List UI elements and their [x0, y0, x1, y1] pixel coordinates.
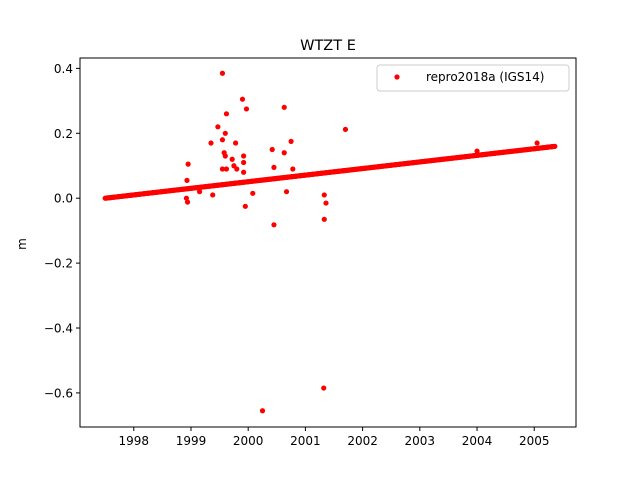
data-point	[219, 166, 226, 172]
y-tick-label: 0.2	[54, 127, 73, 141]
data-point	[243, 106, 250, 112]
data-point	[223, 166, 230, 172]
plot-frame	[79, 57, 577, 428]
data-points	[102, 70, 558, 414]
legend-marker-icon	[394, 74, 400, 80]
data-point	[219, 70, 226, 76]
data-point	[321, 192, 327, 198]
data-point	[241, 169, 247, 175]
data-point	[474, 148, 480, 154]
data-point	[283, 189, 290, 195]
x-tick-label: 2003	[405, 434, 436, 448]
data-point	[239, 96, 246, 102]
data-point	[250, 190, 256, 196]
y-tick-label: 0.0	[54, 192, 73, 206]
legend-label: repro2018a (IGS14)	[426, 70, 544, 84]
data-point	[534, 140, 540, 146]
y-tick-label: −0.4	[44, 322, 73, 336]
data-point	[323, 200, 329, 206]
x-tick-label: 2004	[462, 434, 493, 448]
x-tick-label: 2001	[290, 434, 321, 448]
data-point	[219, 137, 226, 143]
y-axis-label: m	[15, 238, 29, 250]
data-point	[321, 216, 327, 222]
data-point	[290, 166, 296, 172]
data-point	[229, 156, 235, 162]
data-point	[215, 124, 221, 130]
data-point	[271, 222, 277, 228]
data-point	[222, 153, 228, 159]
data-point	[241, 153, 247, 159]
data-point	[288, 138, 294, 145]
y-tick-label: −0.6	[44, 386, 73, 400]
data-point	[552, 143, 558, 149]
legend-box	[376, 64, 570, 92]
data-point	[269, 146, 275, 153]
y-axis-ticks: −0.6 −0.4 −0.2 0.0 0.2 0.4	[44, 62, 80, 400]
data-point	[234, 166, 240, 172]
y-tick-label: 0.4	[54, 62, 73, 76]
data-point	[233, 140, 239, 146]
data-point	[281, 150, 287, 156]
data-point	[259, 408, 266, 414]
data-point	[281, 104, 287, 110]
x-tick-label: 2005	[519, 434, 550, 448]
data-point	[185, 161, 191, 167]
data-point	[223, 111, 230, 117]
x-tick-label: 2002	[347, 434, 378, 448]
data-point	[242, 203, 248, 209]
data-point	[342, 126, 349, 132]
x-axis-ticks: 1998 1999 2000 2001 2002 2003 2004 2005	[119, 427, 550, 448]
data-point	[271, 164, 277, 170]
data-point	[196, 189, 203, 195]
data-point	[208, 140, 214, 146]
data-point	[321, 385, 327, 391]
legend: repro2018a (IGS14)	[376, 64, 570, 92]
data-point	[222, 130, 228, 136]
y-tick-label: −0.2	[44, 257, 73, 271]
x-tick-label: 1998	[119, 434, 150, 448]
x-tick-label: 1999	[176, 434, 207, 448]
data-point	[184, 199, 191, 205]
chart-title: WTZT E	[300, 38, 356, 54]
data-point	[210, 192, 216, 198]
data-point	[184, 177, 190, 183]
data-point	[241, 159, 247, 166]
x-tick-label: 2000	[233, 434, 264, 448]
